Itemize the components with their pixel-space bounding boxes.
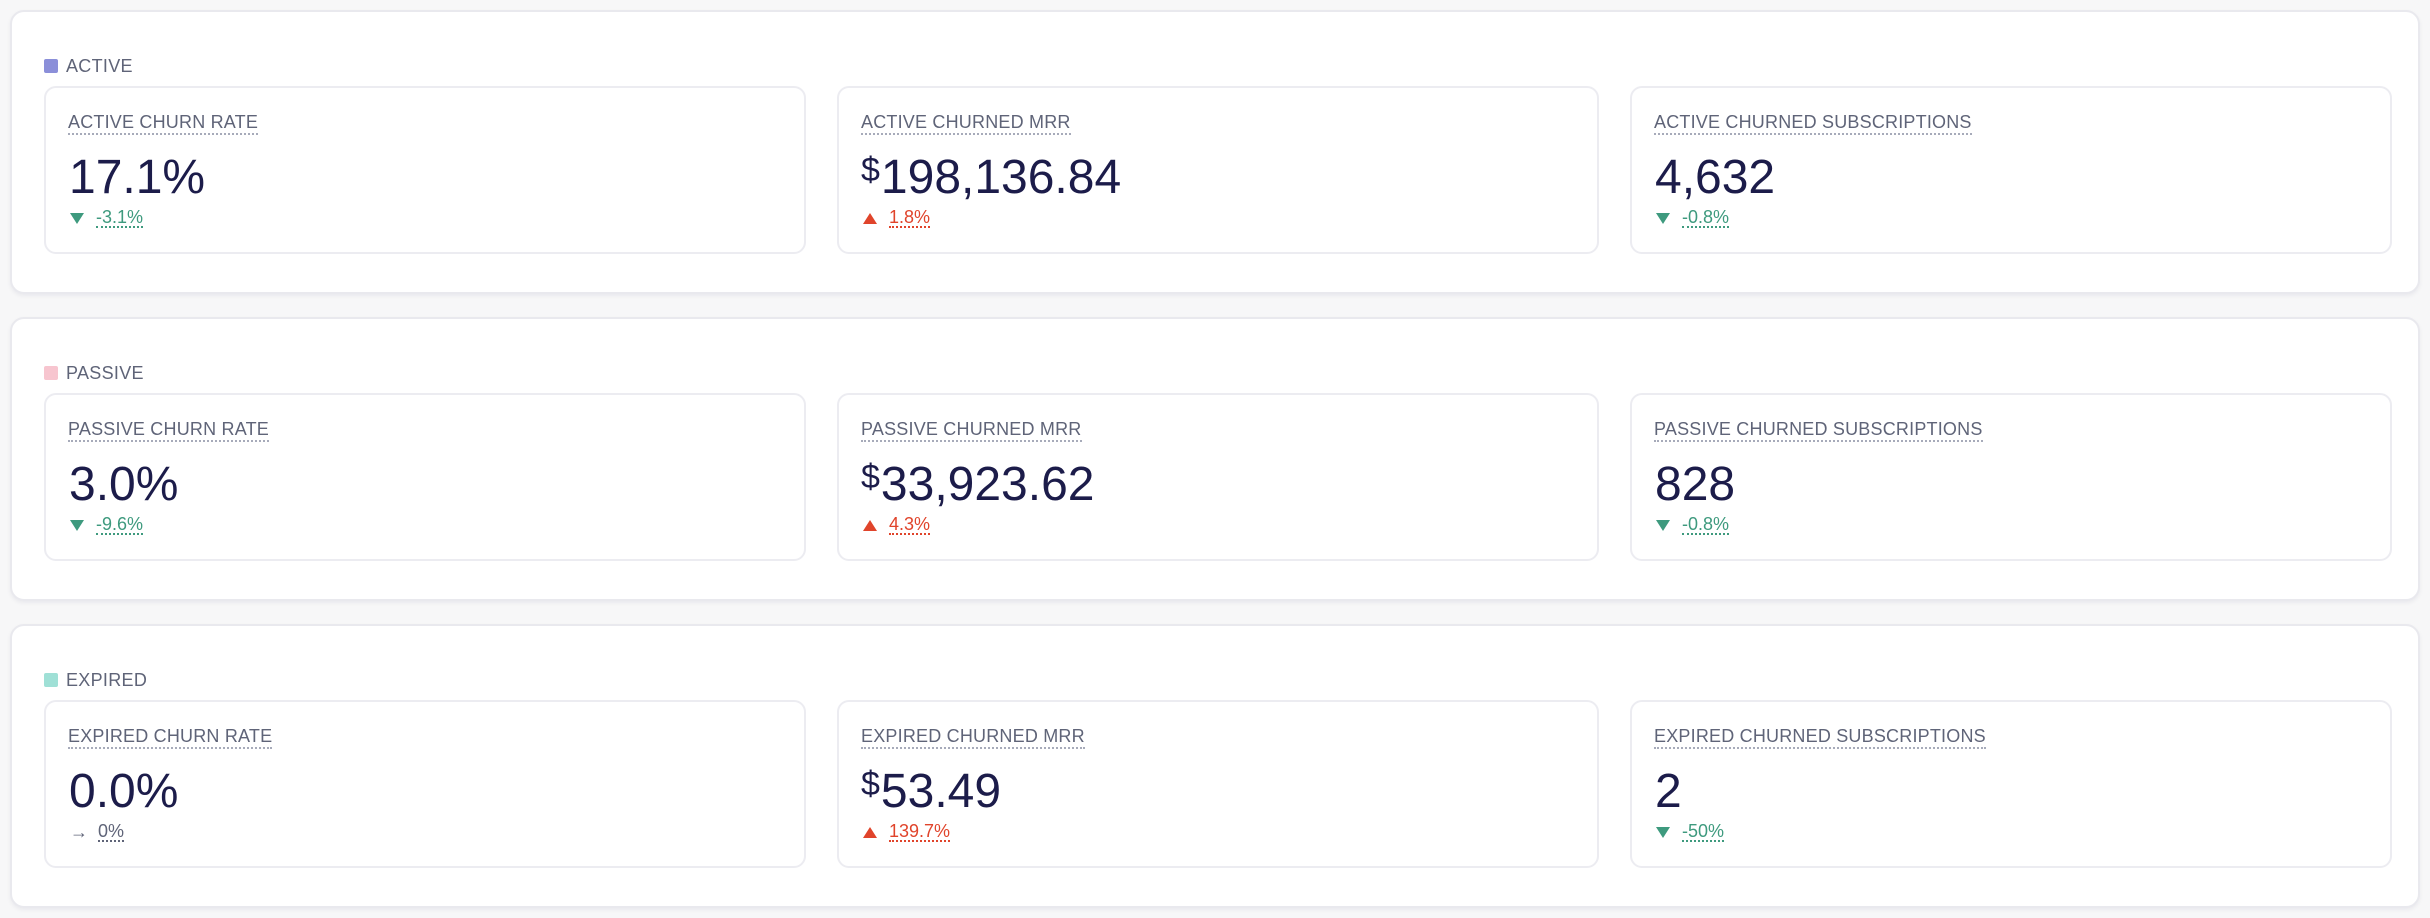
metric-card-expired-churned-subscriptions[interactable]: EXPIRED CHURNED SUBSCRIPTIONS 2 -50%	[1630, 700, 2392, 868]
triangle-up-icon	[863, 519, 877, 531]
metric-label[interactable]: PASSIVE CHURNED MRR	[861, 419, 1082, 442]
arrow-right-icon: →	[70, 821, 88, 842]
change-value[interactable]: -9.6%	[96, 514, 144, 535]
change-value[interactable]: 1.8%	[889, 207, 931, 228]
metric-card-expired-churned-mrr[interactable]: EXPIRED CHURNED MRR $53.49 139.7%	[837, 700, 1599, 868]
metric-value: 17.1%	[69, 151, 206, 204]
triangle-up-icon	[863, 212, 877, 224]
metric-label[interactable]: ACTIVE CHURNED SUBSCRIPTIONS	[1654, 112, 1972, 135]
metric-change: → 0%	[70, 820, 125, 844]
metric-value: 828	[1655, 458, 1736, 511]
section-header: PASSIVE	[44, 359, 144, 387]
metric-change: 1.8%	[863, 206, 931, 230]
metric-change: 139.7%	[863, 820, 951, 844]
metric-change: -3.1%	[70, 206, 144, 230]
metric-value: $53.49	[861, 765, 1002, 818]
triangle-down-icon	[70, 212, 84, 224]
legend-swatch	[44, 59, 58, 73]
triangle-up-icon	[863, 826, 877, 838]
metric-value: 4,632	[1655, 151, 1776, 204]
metric-value: 2	[1655, 765, 1682, 818]
metric-change: -0.8%	[1656, 513, 1730, 537]
metric-label[interactable]: EXPIRED CHURN RATE	[68, 726, 273, 749]
metric-label[interactable]: PASSIVE CHURNED SUBSCRIPTIONS	[1654, 419, 1983, 442]
change-value[interactable]: 0%	[98, 821, 125, 842]
metric-card-active-churn-rate[interactable]: ACTIVE CHURN RATE 17.1% -3.1%	[44, 86, 806, 254]
metric-value: $33,923.62	[861, 458, 1095, 511]
metric-label[interactable]: EXPIRED CHURNED MRR	[861, 726, 1085, 749]
metric-card-active-churned-subscriptions[interactable]: ACTIVE CHURNED SUBSCRIPTIONS 4,632 -0.8%	[1630, 86, 2392, 254]
metric-card-passive-churned-subscriptions[interactable]: PASSIVE CHURNED SUBSCRIPTIONS 828 -0.8%	[1630, 393, 2392, 561]
metric-change: -9.6%	[70, 513, 144, 537]
change-value[interactable]: 4.3%	[889, 514, 931, 535]
change-value[interactable]: -3.1%	[96, 207, 144, 228]
section-active: ACTIVE ACTIVE CHURN RATE 17.1% -3.1% ACT…	[10, 10, 2420, 294]
change-value[interactable]: -0.8%	[1682, 207, 1730, 228]
change-value[interactable]: -0.8%	[1682, 514, 1730, 535]
section-passive: PASSIVE PASSIVE CHURN RATE 3.0% -9.6% PA…	[10, 317, 2420, 601]
change-value[interactable]: 139.7%	[889, 821, 951, 842]
section-expired: EXPIRED EXPIRED CHURN RATE 0.0% → 0% EXP…	[10, 624, 2420, 908]
section-title: EXPIRED	[66, 669, 148, 690]
metric-value: 0.0%	[69, 765, 179, 818]
metric-label[interactable]: ACTIVE CHURN RATE	[68, 112, 259, 135]
metric-label[interactable]: PASSIVE CHURN RATE	[68, 419, 269, 442]
metric-label[interactable]: EXPIRED CHURNED SUBSCRIPTIONS	[1654, 726, 1986, 749]
metric-card-expired-churn-rate[interactable]: EXPIRED CHURN RATE 0.0% → 0%	[44, 700, 806, 868]
section-header: EXPIRED	[44, 666, 147, 694]
section-title: ACTIVE	[66, 55, 133, 76]
metric-change: -0.8%	[1656, 206, 1730, 230]
triangle-down-icon	[1656, 826, 1670, 838]
section-header: ACTIVE	[44, 52, 133, 80]
legend-swatch	[44, 673, 58, 687]
change-value[interactable]: -50%	[1682, 821, 1725, 842]
metric-card-active-churned-mrr[interactable]: ACTIVE CHURNED MRR $198,136.84 1.8%	[837, 86, 1599, 254]
metric-label[interactable]: ACTIVE CHURNED MRR	[861, 112, 1071, 135]
metric-value: $198,136.84	[861, 151, 1122, 204]
section-title: PASSIVE	[66, 362, 144, 383]
metric-value: 3.0%	[69, 458, 179, 511]
metric-card-passive-churned-mrr[interactable]: PASSIVE CHURNED MRR $33,923.62 4.3%	[837, 393, 1599, 561]
triangle-down-icon	[1656, 212, 1670, 224]
triangle-down-icon	[1656, 519, 1670, 531]
metric-change: -50%	[1656, 820, 1725, 844]
metric-change: 4.3%	[863, 513, 931, 537]
triangle-down-icon	[70, 519, 84, 531]
metric-card-passive-churn-rate[interactable]: PASSIVE CHURN RATE 3.0% -9.6%	[44, 393, 806, 561]
legend-swatch	[44, 366, 58, 380]
